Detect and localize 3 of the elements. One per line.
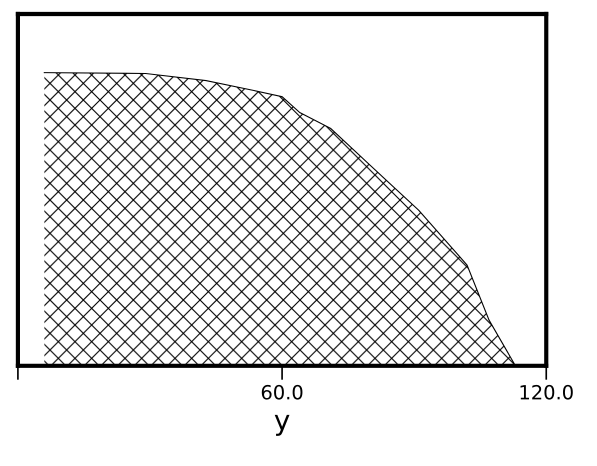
x-axis-title: y <box>274 414 290 436</box>
x-tick-label: 60.0 <box>262 384 302 400</box>
x-tick-label: 120.0 <box>520 384 573 400</box>
